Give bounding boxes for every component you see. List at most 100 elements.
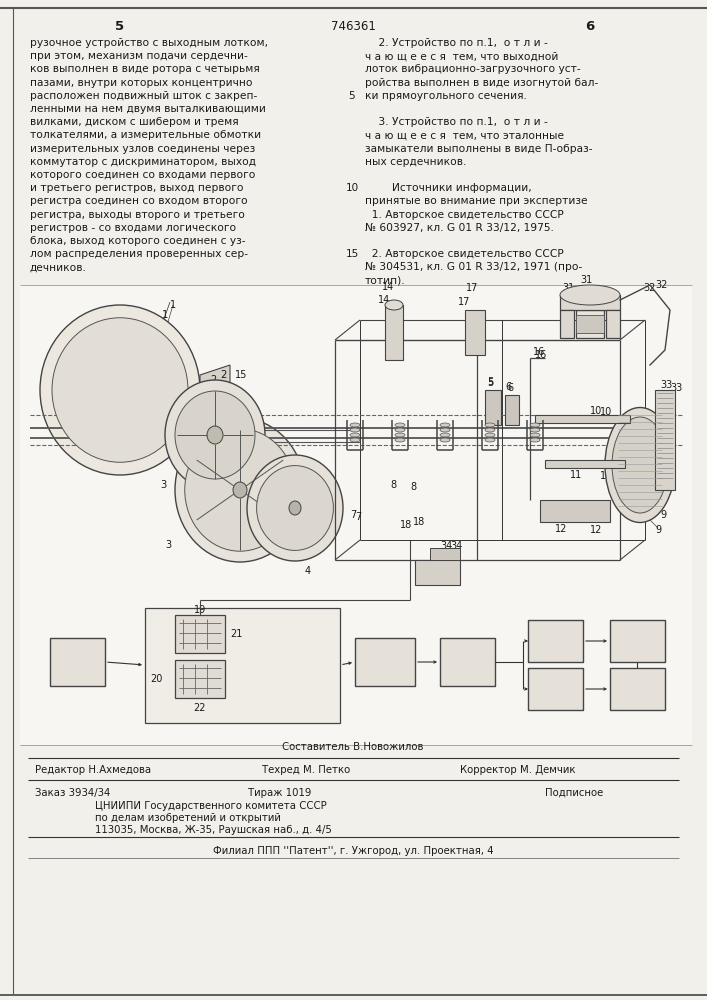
- Text: 1: 1: [170, 300, 176, 310]
- Bar: [535, 415, 630, 423]
- Ellipse shape: [257, 466, 334, 550]
- Bar: [355, 638, 415, 686]
- Text: 29: 29: [548, 636, 562, 646]
- Text: 25: 25: [378, 657, 392, 667]
- Text: 23: 23: [430, 555, 443, 565]
- Text: 10: 10: [346, 183, 358, 193]
- Text: № 603927, кл. G 01 R 33/12, 1975.: № 603927, кл. G 01 R 33/12, 1975.: [365, 223, 554, 233]
- Text: Составитель В.Новожилов: Составитель В.Новожилов: [282, 742, 423, 752]
- Bar: [175, 660, 225, 698]
- Text: 5: 5: [349, 91, 356, 101]
- Ellipse shape: [175, 418, 305, 562]
- Ellipse shape: [350, 428, 360, 432]
- Text: вилками, диском с шибером и тремя: вилками, диском с шибером и тремя: [30, 117, 239, 127]
- Bar: [528, 620, 583, 662]
- Text: 6: 6: [507, 383, 513, 393]
- Text: 30: 30: [630, 636, 644, 646]
- Text: Корректор М. Демчик: Корректор М. Демчик: [460, 765, 575, 775]
- Text: 9: 9: [655, 525, 661, 535]
- Text: 4: 4: [305, 566, 311, 576]
- Ellipse shape: [350, 438, 360, 442]
- Text: 17: 17: [466, 283, 479, 293]
- Text: которого соединен со входами первого: которого соединен со входами первого: [30, 170, 255, 180]
- Bar: [385, 305, 403, 360]
- Text: 28: 28: [630, 684, 644, 694]
- Text: 17: 17: [458, 297, 470, 307]
- Text: блока, выход которого соединен с уз-: блока, выход которого соединен с уз-: [30, 236, 245, 246]
- Text: 12: 12: [555, 524, 568, 534]
- Text: регистров - со входами логического: регистров - со входами логического: [30, 223, 236, 233]
- Ellipse shape: [530, 433, 540, 437]
- Bar: [606, 310, 620, 338]
- Text: 2: 2: [210, 375, 216, 385]
- Text: Редактор Н.Ахмедова: Редактор Н.Ахмедова: [35, 765, 151, 775]
- Text: 2: 2: [220, 370, 226, 380]
- Ellipse shape: [440, 423, 450, 427]
- Text: 6: 6: [505, 382, 511, 392]
- Bar: [175, 615, 225, 653]
- Ellipse shape: [485, 423, 495, 427]
- Text: 7: 7: [355, 512, 361, 522]
- Ellipse shape: [530, 428, 540, 432]
- Ellipse shape: [233, 482, 247, 498]
- Ellipse shape: [175, 391, 255, 479]
- Ellipse shape: [440, 438, 450, 442]
- Ellipse shape: [52, 318, 188, 462]
- Text: толкателями, а измерительные обмотки: толкателями, а измерительные обмотки: [30, 130, 261, 140]
- Text: 10: 10: [600, 407, 612, 417]
- Ellipse shape: [485, 428, 495, 432]
- Text: 34: 34: [440, 541, 452, 551]
- Ellipse shape: [395, 438, 405, 442]
- Text: 12: 12: [590, 525, 602, 535]
- Text: лоток вибрационно-загрузочного уст-: лоток вибрационно-загрузочного уст-: [365, 64, 580, 74]
- Text: при этом, механизм подачи сердечни-: при этом, механизм подачи сердечни-: [30, 51, 248, 61]
- Text: 16: 16: [533, 347, 545, 357]
- Ellipse shape: [440, 433, 450, 437]
- Text: 31: 31: [580, 275, 592, 285]
- Bar: [505, 395, 519, 425]
- Text: пазами, внутри которых концентрично: пазами, внутри которых концентрично: [30, 78, 252, 88]
- Text: лом распределения проверенных сер-: лом распределения проверенных сер-: [30, 249, 248, 259]
- Text: 15: 15: [235, 370, 247, 380]
- Bar: [465, 310, 485, 355]
- Bar: [20, 285, 692, 745]
- Ellipse shape: [530, 423, 540, 427]
- Bar: [560, 295, 620, 310]
- Text: 2. Устройство по п.1,  о т л и -: 2. Устройство по п.1, о т л и -: [365, 38, 548, 48]
- Text: 5: 5: [115, 20, 124, 33]
- Text: № 304531, кл. G 01 R 33/12, 1971 (про-: № 304531, кл. G 01 R 33/12, 1971 (про-: [365, 262, 583, 272]
- Text: 8: 8: [410, 482, 416, 492]
- Text: 14: 14: [378, 295, 390, 305]
- Text: ленными на нем двумя выталкивающими: ленными на нем двумя выталкивающими: [30, 104, 266, 114]
- Text: 32: 32: [643, 283, 655, 293]
- Text: замыкатели выполнены в виде П-образ-: замыкатели выполнены в виде П-образ-: [365, 144, 592, 154]
- Text: расположен подвижный шток с закреп-: расположен подвижный шток с закреп-: [30, 91, 257, 101]
- Text: ки прямоугольного сечения.: ки прямоугольного сечения.: [365, 91, 527, 101]
- Text: ков выполнен в виде ротора с четырьмя: ков выполнен в виде ротора с четырьмя: [30, 64, 259, 74]
- Ellipse shape: [350, 433, 360, 437]
- Text: ройства выполнен в виде изогнутой бал-: ройства выполнен в виде изогнутой бал-: [365, 78, 598, 88]
- Bar: [655, 390, 675, 490]
- Text: 34: 34: [450, 541, 462, 551]
- Text: 16: 16: [535, 350, 547, 360]
- Text: принятые во внимание при экспертизе: принятые во внимание при экспертизе: [365, 196, 588, 206]
- Text: ЦНИИПИ Государственного комитета СССР: ЦНИИПИ Государственного комитета СССР: [95, 801, 327, 811]
- Text: 15: 15: [175, 385, 187, 395]
- Text: 2. Авторское свидетельство СССР: 2. Авторское свидетельство СССР: [365, 249, 563, 259]
- Ellipse shape: [185, 429, 296, 551]
- Text: 3: 3: [165, 540, 171, 550]
- Ellipse shape: [350, 423, 360, 427]
- Text: 5: 5: [487, 377, 493, 387]
- Text: 7: 7: [350, 510, 356, 520]
- Bar: [576, 310, 604, 338]
- Bar: [50, 638, 105, 686]
- Text: 33: 33: [670, 383, 682, 393]
- Text: ных сердечников.: ных сердечников.: [365, 157, 467, 167]
- Text: 32: 32: [655, 280, 667, 290]
- Ellipse shape: [530, 438, 540, 442]
- Text: 5: 5: [487, 378, 493, 388]
- Text: 31: 31: [562, 283, 574, 293]
- Ellipse shape: [605, 408, 675, 522]
- Text: Техред М. Петко: Техред М. Петко: [262, 765, 350, 775]
- Text: Подписное: Подписное: [545, 788, 603, 798]
